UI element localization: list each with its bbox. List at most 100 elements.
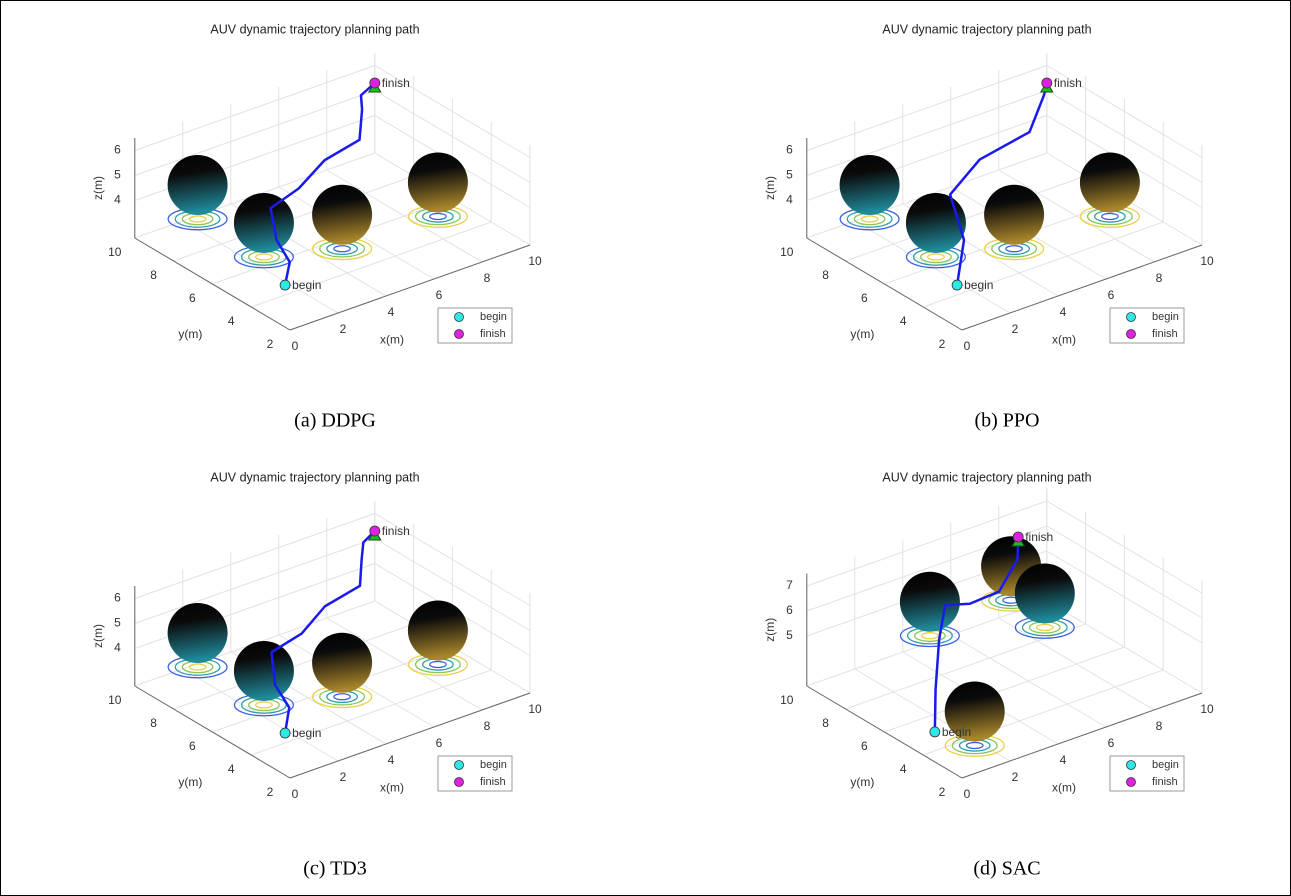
caption: (d) SAC: [973, 858, 1040, 880]
x-axis-label: x(m): [380, 333, 404, 347]
legend-label: finish: [480, 328, 506, 340]
x-tick-label: 0: [964, 787, 971, 801]
frame: [1, 1, 1291, 896]
obstacle-sphere: [408, 600, 468, 660]
y-tick-label: 2: [939, 785, 946, 799]
legend-label: begin: [1152, 311, 1179, 323]
y-tick-label: 8: [822, 268, 829, 282]
z-tick-label: 5: [114, 168, 121, 182]
point-marker: [930, 727, 940, 737]
z-tick-label: 5: [786, 168, 793, 182]
legend-marker: [1127, 330, 1136, 339]
y-tick-label: 4: [228, 314, 235, 328]
x-tick-label: 2: [1012, 322, 1019, 336]
point-label: finish: [382, 76, 410, 90]
legend-marker: [1127, 761, 1136, 770]
legend-marker: [1127, 778, 1136, 787]
obstacle-sphere: [900, 572, 960, 632]
chart-title: AUV dynamic trajectory planning path: [882, 22, 1091, 36]
z-tick-label: 6: [786, 143, 793, 157]
x-tick-label: 8: [484, 719, 491, 733]
y-axis-label: y(m): [850, 327, 874, 341]
z-tick-label: 5: [114, 616, 121, 630]
z-tick-label: 7: [786, 578, 793, 592]
z-tick-label: 6: [786, 603, 793, 617]
z-axis-label: z(m): [91, 176, 105, 200]
x-tick-label: 6: [436, 288, 443, 302]
x-tick-label: 0: [292, 339, 299, 353]
x-tick-label: 10: [1200, 702, 1214, 716]
legend-marker: [1127, 313, 1136, 322]
y-tick-label: 2: [267, 337, 274, 351]
obstacle-sphere: [234, 193, 294, 253]
legend-label: begin: [1152, 759, 1179, 771]
x-tick-label: 10: [528, 254, 542, 268]
point-marker: [952, 280, 962, 290]
caption: (c) TD3: [303, 858, 367, 880]
legend-label: finish: [1152, 328, 1178, 340]
y-tick-label: 8: [150, 716, 157, 730]
x-tick-label: 0: [964, 339, 971, 353]
x-tick-label: 2: [340, 322, 347, 336]
y-tick-label: 4: [228, 762, 235, 776]
x-tick-label: 8: [484, 271, 491, 285]
y-tick-label: 2: [939, 337, 946, 351]
y-tick-label: 8: [150, 268, 157, 282]
point-marker: [280, 728, 290, 738]
x-tick-label: 4: [388, 753, 395, 767]
caption: (a) DDPG: [294, 410, 376, 432]
legend-marker: [455, 778, 464, 787]
obstacle-sphere: [840, 155, 900, 215]
page: {"chart_data": [ {"type": "line3d", "tit…: [0, 0, 1291, 896]
z-tick-label: 5: [786, 628, 793, 642]
x-tick-label: 6: [436, 736, 443, 750]
obstacle-sphere: [1080, 152, 1140, 212]
point-marker: [370, 78, 380, 88]
y-tick-label: 4: [900, 762, 907, 776]
point-marker: [370, 526, 380, 536]
obstacle-sphere: [312, 633, 372, 693]
y-tick-label: 2: [267, 785, 274, 799]
legend-marker: [455, 313, 464, 322]
obstacle-sphere: [984, 185, 1044, 245]
obstacle-sphere: [312, 185, 372, 245]
obstacle-sphere: [408, 152, 468, 212]
point-label: begin: [964, 278, 993, 292]
y-axis-label: y(m): [178, 327, 202, 341]
z-axis-label: z(m): [91, 624, 105, 648]
x-axis-label: x(m): [380, 781, 404, 795]
x-tick-label: 6: [1108, 288, 1115, 302]
obstacle-sphere: [234, 641, 294, 701]
z-tick-label: 4: [114, 193, 121, 207]
chart-title: AUV dynamic trajectory planning path: [210, 22, 419, 36]
z-tick-label: 4: [114, 641, 121, 655]
legend-marker: [455, 330, 464, 339]
y-tick-label: 6: [861, 291, 868, 305]
x-tick-label: 4: [1060, 305, 1067, 319]
x-axis-label: x(m): [1052, 781, 1076, 795]
x-tick-label: 8: [1156, 271, 1163, 285]
y-tick-label: 10: [780, 245, 794, 259]
x-tick-label: 4: [1060, 753, 1067, 767]
point-label: finish: [382, 524, 410, 538]
x-tick-label: 2: [1012, 770, 1019, 784]
point-marker: [280, 280, 290, 290]
x-tick-label: 10: [1200, 254, 1214, 268]
legend-label: begin: [480, 759, 507, 771]
y-tick-label: 6: [861, 739, 868, 753]
z-tick-label: 6: [114, 143, 121, 157]
z-axis-label: z(m): [763, 176, 777, 200]
y-axis-label: y(m): [178, 775, 202, 789]
obstacle-sphere: [1015, 563, 1075, 623]
x-tick-label: 6: [1108, 736, 1115, 750]
figure: 0 2 4 6 8 10 2 4 6 8 10 4 5 6 x(m) y(m) z(m) begin finish b…: [0, 0, 1291, 896]
y-tick-label: 6: [189, 739, 196, 753]
y-axis-label: y(m): [850, 775, 874, 789]
legend-marker: [455, 761, 464, 770]
y-tick-label: 4: [900, 314, 907, 328]
point-marker: [1042, 78, 1052, 88]
point-label: finish: [1025, 530, 1053, 544]
z-tick-label: 6: [114, 591, 121, 605]
point-label: begin: [942, 725, 971, 739]
x-tick-label: 8: [1156, 719, 1163, 733]
